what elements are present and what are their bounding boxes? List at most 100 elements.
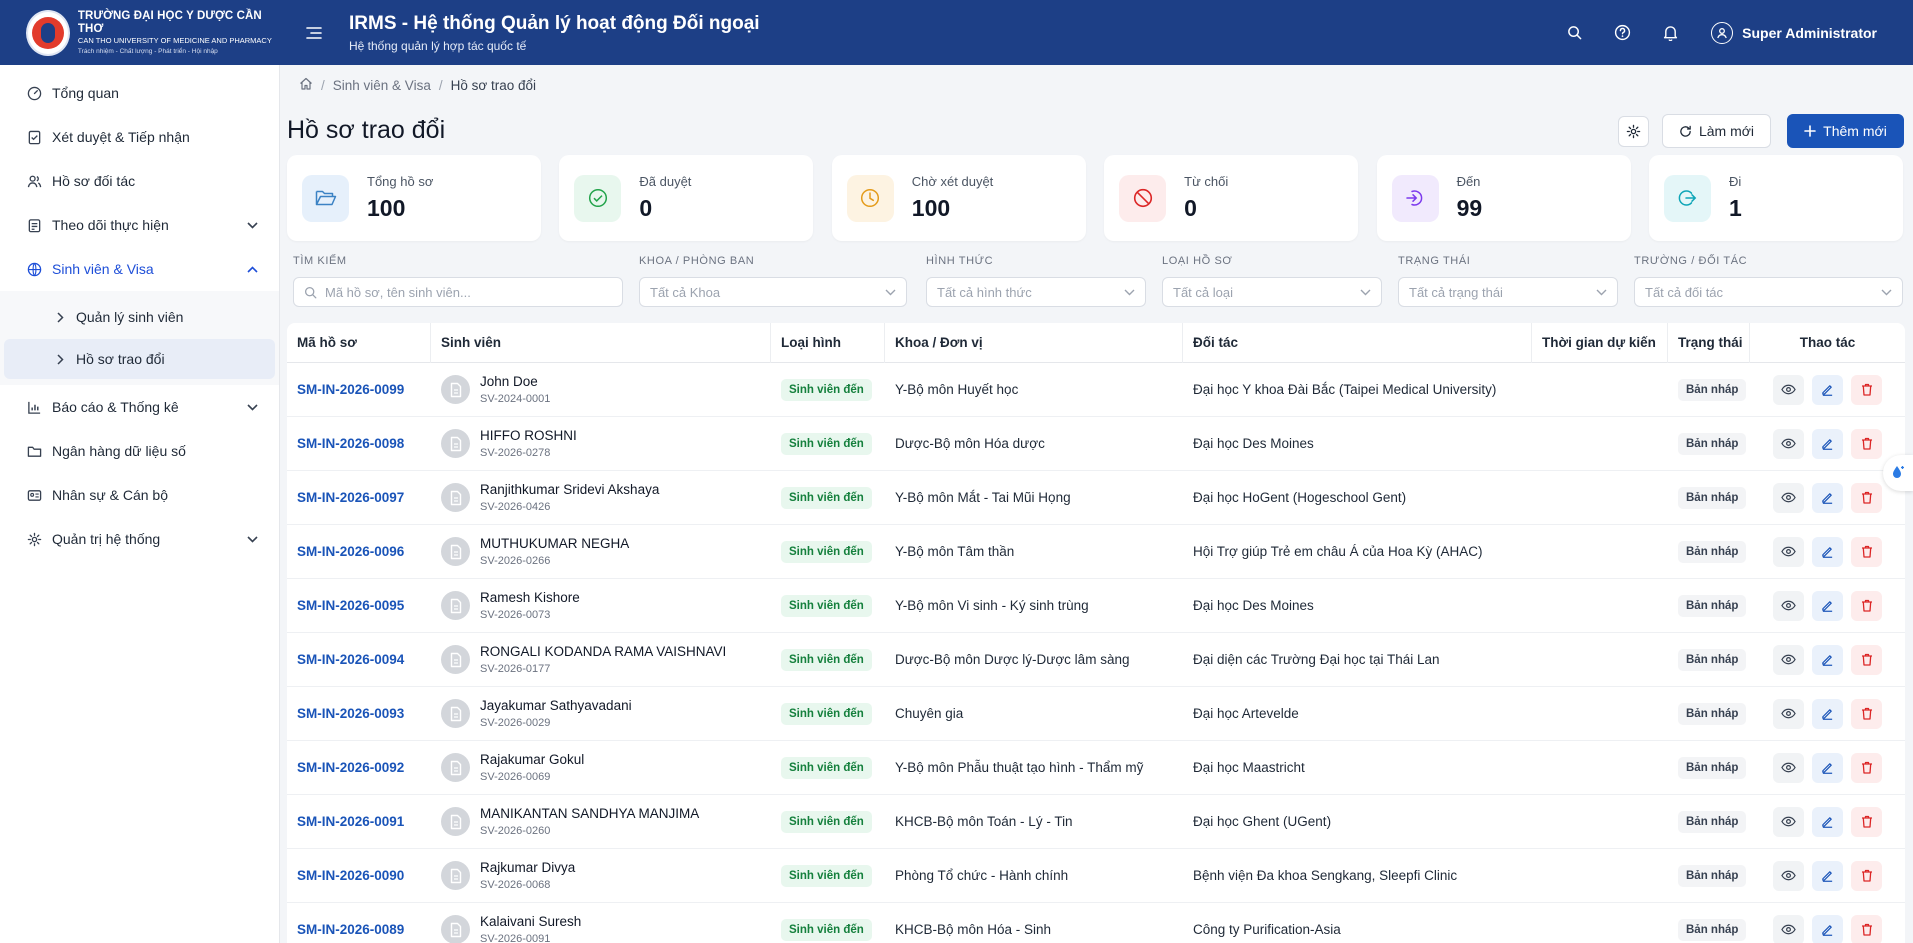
delete-button[interactable] xyxy=(1851,644,1882,675)
floating-assistant-button[interactable] xyxy=(1883,455,1913,491)
user-menu[interactable]: Super Administrator xyxy=(1711,21,1877,44)
table-row[interactable]: SM-IN-2026-0095 Ramesh Kishore SV-2026-0… xyxy=(287,579,1905,633)
stat-card-total[interactable]: Tổng hồ sơ 100 xyxy=(287,155,541,241)
stat-card-rejected[interactable]: Từ chối 0 xyxy=(1104,155,1359,241)
record-code-link[interactable]: SM-IN-2026-0098 xyxy=(297,436,405,451)
refresh-button[interactable]: Làm mới xyxy=(1662,114,1771,148)
edit-button[interactable] xyxy=(1812,590,1843,621)
edit-button[interactable] xyxy=(1812,860,1843,891)
column-header[interactable]: Loại hình xyxy=(771,323,885,363)
delete-button[interactable] xyxy=(1851,428,1882,459)
delete-button[interactable] xyxy=(1851,752,1882,783)
column-header[interactable]: Thời gian dự kiến xyxy=(1532,323,1668,363)
clipboard-icon xyxy=(26,217,42,233)
table-row[interactable]: SM-IN-2026-0094 RONGALI KODANDA RAMA VAI… xyxy=(287,633,1905,687)
record-code-link[interactable]: SM-IN-2026-0092 xyxy=(297,760,405,775)
column-header[interactable]: Sinh viên xyxy=(431,323,771,363)
search-input[interactable]: Mã hồ sơ, tên sinh viên... xyxy=(293,277,623,307)
view-button[interactable] xyxy=(1773,374,1804,405)
delete-button[interactable] xyxy=(1851,698,1882,729)
record-code-link[interactable]: SM-IN-2026-0090 xyxy=(297,868,405,883)
edit-button[interactable] xyxy=(1812,482,1843,513)
record-code-link[interactable]: SM-IN-2026-0097 xyxy=(297,490,405,505)
view-button[interactable] xyxy=(1773,698,1804,729)
delete-button[interactable] xyxy=(1851,860,1882,891)
record-code-link[interactable]: SM-IN-2026-0094 xyxy=(297,652,405,667)
edit-button[interactable] xyxy=(1812,374,1843,405)
delete-button[interactable] xyxy=(1851,914,1882,943)
record-code-link[interactable]: SM-IN-2026-0093 xyxy=(297,706,405,721)
table-row[interactable]: SM-IN-2026-0092 Rajakumar Gokul SV-2026-… xyxy=(287,741,1905,795)
sidebar-item-ho-so-doi-tac[interactable]: Hồ sơ đối tác xyxy=(0,159,279,203)
eye-icon xyxy=(1781,816,1796,827)
record-code-link[interactable]: SM-IN-2026-0099 xyxy=(297,382,405,397)
record-code-link[interactable]: SM-IN-2026-0095 xyxy=(297,598,405,613)
sidebar-item-nhan-su[interactable]: Nhân sự & Cán bộ xyxy=(0,473,279,517)
record-code-link[interactable]: SM-IN-2026-0091 xyxy=(297,814,405,829)
table-row[interactable]: SM-IN-2026-0097 Ranjithkumar Sridevi Aks… xyxy=(287,471,1905,525)
view-button[interactable] xyxy=(1773,536,1804,567)
view-button[interactable] xyxy=(1773,752,1804,783)
view-button[interactable] xyxy=(1773,914,1804,943)
record-code-link[interactable]: SM-IN-2026-0089 xyxy=(297,922,405,937)
add-new-button[interactable]: Thêm mới xyxy=(1787,114,1904,148)
home-icon[interactable] xyxy=(299,77,313,93)
table-row[interactable]: SM-IN-2026-0096 MUTHUKUMAR NEGHA SV-2026… xyxy=(287,525,1905,579)
view-button[interactable] xyxy=(1773,482,1804,513)
table-row[interactable]: SM-IN-2026-0093 Jayakumar Sathyavadani S… xyxy=(287,687,1905,741)
delete-button[interactable] xyxy=(1851,806,1882,837)
menu-toggle-button[interactable] xyxy=(299,18,329,48)
view-button[interactable] xyxy=(1773,428,1804,459)
stat-card-incoming[interactable]: Đến 99 xyxy=(1376,155,1631,241)
stat-card-approved[interactable]: Đã duyệt 0 xyxy=(559,155,814,241)
view-button[interactable] xyxy=(1773,590,1804,621)
sidebar-item-bao-cao[interactable]: Báo cáo & Thống kê xyxy=(0,385,279,429)
sidebar-item-tong-quan[interactable]: Tổng quan xyxy=(0,71,279,115)
column-header[interactable]: Trạng thái xyxy=(1668,323,1750,363)
sidebar-item-ngan-hang-du-lieu[interactable]: Ngân hàng dữ liệu số xyxy=(0,429,279,473)
search-button[interactable] xyxy=(1559,18,1589,48)
sidebar-item-theo-doi[interactable]: Theo dõi thực hiện xyxy=(0,203,279,247)
view-button[interactable] xyxy=(1773,644,1804,675)
delete-button[interactable] xyxy=(1851,374,1882,405)
table-row[interactable]: SM-IN-2026-0089 Kalaivani Suresh SV-2026… xyxy=(287,903,1905,943)
delete-button[interactable] xyxy=(1851,590,1882,621)
breadcrumb-parent[interactable]: Sinh viên & Visa xyxy=(332,77,431,93)
khoa-select[interactable]: Tất cả Khoa xyxy=(639,277,907,307)
sidebar-subitem-quan-ly-sinh-vien[interactable]: Quản lý sinh viên xyxy=(4,297,275,337)
column-header[interactable]: Mã hồ sơ xyxy=(287,323,431,363)
edit-button[interactable] xyxy=(1812,428,1843,459)
unit-text: Y-Bộ môn Phẫu thuật tạo hình - Thẩm mỹ xyxy=(895,760,1144,775)
truong-doi-tac-select[interactable]: Tất cả đối tác xyxy=(1634,277,1903,307)
settings-button[interactable] xyxy=(1618,115,1649,147)
sidebar-item-sinh-vien-visa[interactable]: Sinh viên & Visa xyxy=(0,247,279,291)
trang-thai-select[interactable]: Tất cả trạng thái xyxy=(1398,277,1618,307)
help-button[interactable] xyxy=(1607,18,1637,48)
table-row[interactable]: SM-IN-2026-0091 MANIKANTAN SANDHYA MANJI… xyxy=(287,795,1905,849)
loai-ho-so-select[interactable]: Tất cả loại xyxy=(1162,277,1382,307)
notification-button[interactable] xyxy=(1655,18,1685,48)
record-code-link[interactable]: SM-IN-2026-0096 xyxy=(297,544,405,559)
sidebar-subitem-ho-so-trao-doi[interactable]: Hồ sơ trao đổi xyxy=(4,339,275,379)
edit-button[interactable] xyxy=(1812,752,1843,783)
column-header[interactable]: Khoa / Đơn vị xyxy=(885,323,1183,363)
hinh-thuc-select[interactable]: Tất cả hình thức xyxy=(926,277,1146,307)
delete-button[interactable] xyxy=(1851,482,1882,513)
edit-button[interactable] xyxy=(1812,536,1843,567)
table-row[interactable]: SM-IN-2026-0099 John Doe SV-2024-0001 Si… xyxy=(287,363,1905,417)
edit-button[interactable] xyxy=(1812,806,1843,837)
sidebar-item-quan-tri[interactable]: Quản trị hệ thống xyxy=(0,517,279,561)
sidebar-item-xet-duyet[interactable]: Xét duyệt & Tiếp nhận xyxy=(0,115,279,159)
table-row[interactable]: SM-IN-2026-0098 HIFFO ROSHNI SV-2026-027… xyxy=(287,417,1905,471)
view-button[interactable] xyxy=(1773,860,1804,891)
stat-card-outgoing[interactable]: Đi 1 xyxy=(1648,155,1903,241)
edit-button[interactable] xyxy=(1812,644,1843,675)
table-row[interactable]: SM-IN-2026-0090 Rajkumar Divya SV-2026-0… xyxy=(287,849,1905,903)
brand[interactable]: TRƯỜNG ĐẠI HỌC Y DƯỢC CẦN THƠ CAN THO UN… xyxy=(0,0,280,65)
column-header[interactable]: Đối tác xyxy=(1183,323,1532,363)
view-button[interactable] xyxy=(1773,806,1804,837)
delete-button[interactable] xyxy=(1851,536,1882,567)
stat-card-pending[interactable]: Chờ xét duyệt 100 xyxy=(831,155,1086,241)
edit-button[interactable] xyxy=(1812,914,1843,943)
edit-button[interactable] xyxy=(1812,698,1843,729)
